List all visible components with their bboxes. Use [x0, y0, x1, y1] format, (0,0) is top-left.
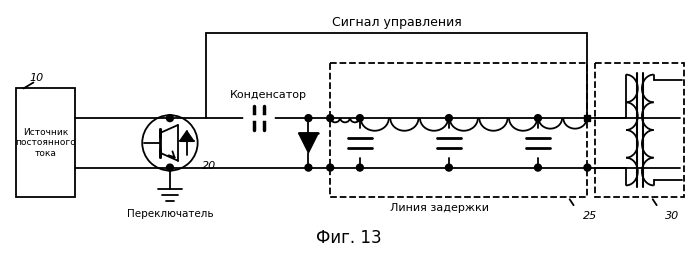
Circle shape: [357, 164, 364, 171]
Circle shape: [535, 115, 542, 122]
Polygon shape: [180, 131, 193, 141]
Circle shape: [327, 164, 334, 171]
Text: Конденсатор: Конденсатор: [230, 90, 307, 100]
Circle shape: [305, 115, 312, 122]
Text: 30: 30: [664, 211, 679, 221]
Text: 25: 25: [582, 211, 597, 221]
Text: Сигнал управления: Сигнал управления: [332, 16, 461, 29]
Circle shape: [166, 164, 173, 171]
Bar: [330, 63, 588, 197]
Circle shape: [535, 164, 542, 171]
Circle shape: [166, 115, 173, 122]
Text: 10: 10: [29, 73, 44, 82]
Circle shape: [357, 115, 364, 122]
Text: Линия задержки: Линия задержки: [389, 203, 489, 213]
Circle shape: [445, 115, 452, 122]
Polygon shape: [584, 115, 591, 121]
Text: Источник
постоянного
тока: Источник постоянного тока: [15, 128, 75, 158]
Circle shape: [327, 115, 334, 122]
Circle shape: [445, 164, 452, 171]
Circle shape: [305, 164, 312, 171]
Bar: [595, 63, 684, 197]
Bar: [15, 88, 75, 197]
Polygon shape: [299, 133, 318, 153]
Circle shape: [584, 164, 591, 171]
Text: Фиг. 13: Фиг. 13: [316, 229, 382, 247]
Text: 20: 20: [202, 161, 216, 171]
Text: Переключатель: Переключатель: [126, 209, 214, 219]
